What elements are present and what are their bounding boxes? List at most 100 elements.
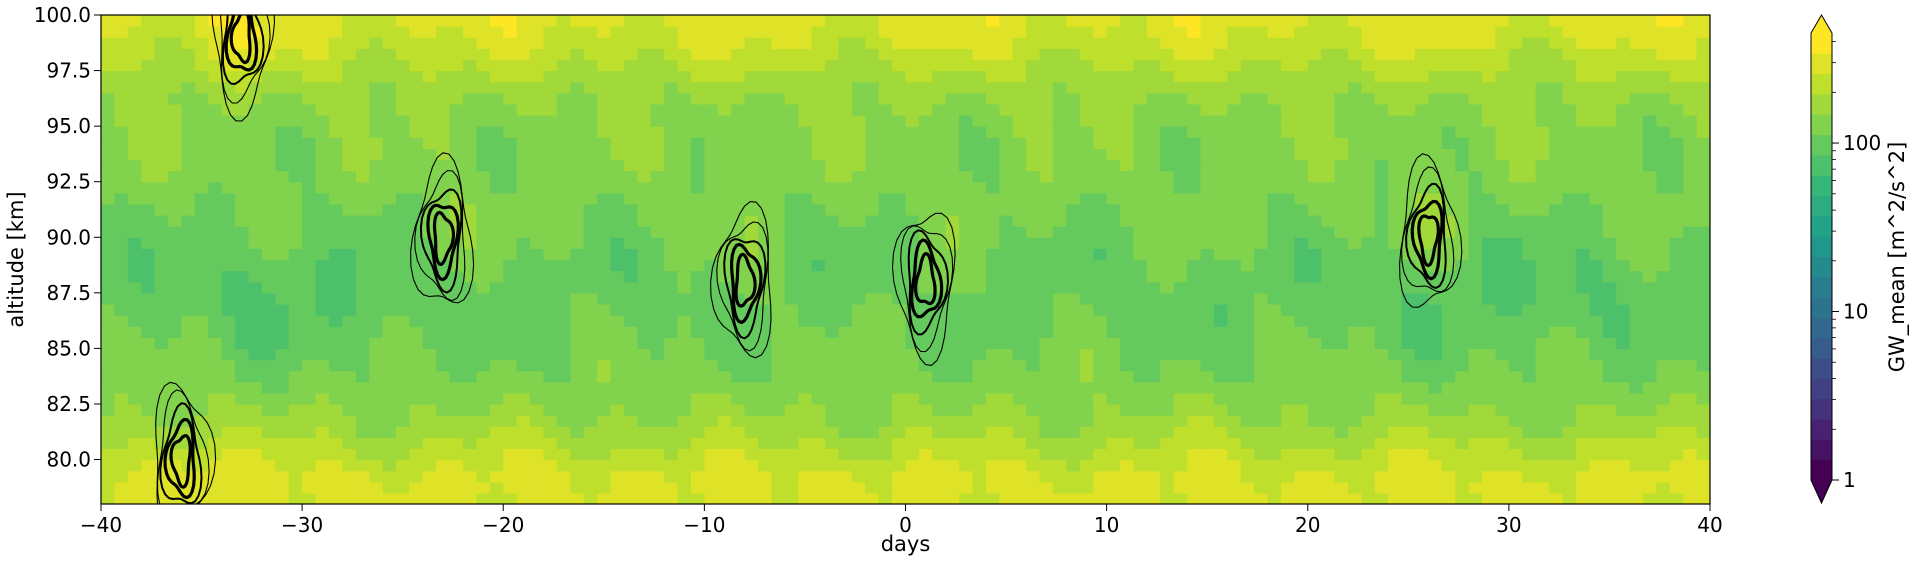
- field-cell: [1146, 437, 1161, 450]
- field-cell: [1307, 448, 1322, 461]
- field-cell: [918, 437, 933, 450]
- field-cell: [838, 326, 853, 338]
- field-cell: [690, 248, 705, 261]
- field-cell: [985, 270, 1000, 283]
- field-cell: [1347, 148, 1362, 161]
- field-cell: [436, 470, 451, 483]
- field-cell: [101, 137, 116, 149]
- field-cell: [905, 437, 920, 450]
- field-cell: [1267, 103, 1282, 116]
- field-cell: [798, 181, 813, 194]
- field-cell: [463, 481, 478, 494]
- field-cell: [677, 203, 692, 216]
- field-cell: [1589, 415, 1604, 427]
- field-cell: [999, 248, 1014, 261]
- field-cell: [154, 359, 169, 372]
- field-cell: [556, 137, 571, 149]
- field-cell: [248, 92, 263, 105]
- field-cell: [516, 481, 531, 494]
- field-cell: [811, 115, 826, 127]
- field-cell: [1347, 226, 1362, 238]
- field-cell: [208, 237, 223, 249]
- field-cell: [918, 270, 933, 283]
- field-cell: [1120, 248, 1135, 261]
- field-cell: [811, 459, 826, 472]
- field-cell: [1428, 326, 1443, 338]
- field-cell: [1187, 170, 1202, 183]
- field-cell: [275, 448, 290, 461]
- field-cell: [959, 470, 974, 483]
- field-cell: [1428, 403, 1443, 416]
- field-cell: [1133, 26, 1148, 38]
- field-cell: [141, 226, 156, 238]
- field-cell: [623, 226, 638, 238]
- field-cell: [530, 181, 545, 194]
- field-cell: [476, 192, 491, 205]
- field-cell: [556, 281, 571, 294]
- field-cell: [610, 426, 625, 438]
- field-cell: [530, 92, 545, 105]
- field-cell: [275, 392, 290, 405]
- field-cell: [342, 370, 357, 383]
- field-cell: [771, 15, 786, 27]
- field-cell: [530, 326, 545, 338]
- field-cell: [1026, 181, 1041, 194]
- field-cell: [1307, 148, 1322, 161]
- field-cell: [248, 359, 263, 372]
- field-cell: [999, 337, 1014, 350]
- field-cell: [1294, 392, 1309, 405]
- field-cell: [1374, 359, 1389, 372]
- field-cell: [1388, 159, 1403, 172]
- field-cell: [154, 192, 169, 205]
- field-cell: [1415, 137, 1430, 149]
- field-cell: [1468, 159, 1483, 172]
- field-cell: [369, 348, 384, 361]
- field-cell: [758, 326, 773, 338]
- field-cell: [208, 115, 223, 127]
- field-cell: [422, 448, 437, 461]
- field-cell: [1321, 392, 1336, 405]
- field-cell: [999, 70, 1014, 83]
- field-cell: [556, 492, 571, 504]
- field-cell: [328, 415, 343, 427]
- field-cell: [623, 370, 638, 383]
- field-cell: [168, 281, 183, 294]
- field-cell: [985, 92, 1000, 105]
- field-cell: [275, 481, 290, 494]
- field-cell: [1347, 81, 1362, 94]
- field-cell: [1120, 459, 1135, 472]
- field-cell: [704, 492, 719, 504]
- field-cell: [932, 370, 947, 383]
- field-cell: [1240, 281, 1255, 294]
- field-cell: [436, 326, 451, 338]
- field-cell: [1455, 92, 1470, 105]
- field-cell: [154, 292, 169, 305]
- field-cell: [463, 470, 478, 483]
- field-cell: [1535, 492, 1550, 504]
- field-cell: [409, 337, 424, 350]
- field-cell: [851, 226, 866, 238]
- field-cell: [275, 270, 290, 283]
- field-cell: [302, 126, 317, 138]
- field-cell: [516, 148, 531, 161]
- field-cell: [543, 203, 558, 216]
- field-cell: [1254, 248, 1269, 261]
- field-cell: [315, 92, 330, 105]
- field-cell: [1026, 370, 1041, 383]
- field-cell: [1294, 292, 1309, 305]
- field-cell: [704, 181, 719, 194]
- field-cell: [1482, 26, 1497, 38]
- field-cell: [972, 448, 987, 461]
- field-cell: [168, 292, 183, 305]
- field-cell: [530, 348, 545, 361]
- field-cell: [999, 148, 1014, 161]
- field-cell: [1441, 26, 1456, 38]
- field-cell: [1039, 492, 1054, 504]
- field-cell: [556, 481, 571, 494]
- field-cell: [101, 37, 116, 49]
- field-cell: [1213, 315, 1228, 327]
- field-cell: [382, 359, 397, 372]
- field-cell: [1428, 203, 1443, 216]
- field-cell: [1522, 481, 1537, 494]
- field-cell: [1160, 81, 1175, 94]
